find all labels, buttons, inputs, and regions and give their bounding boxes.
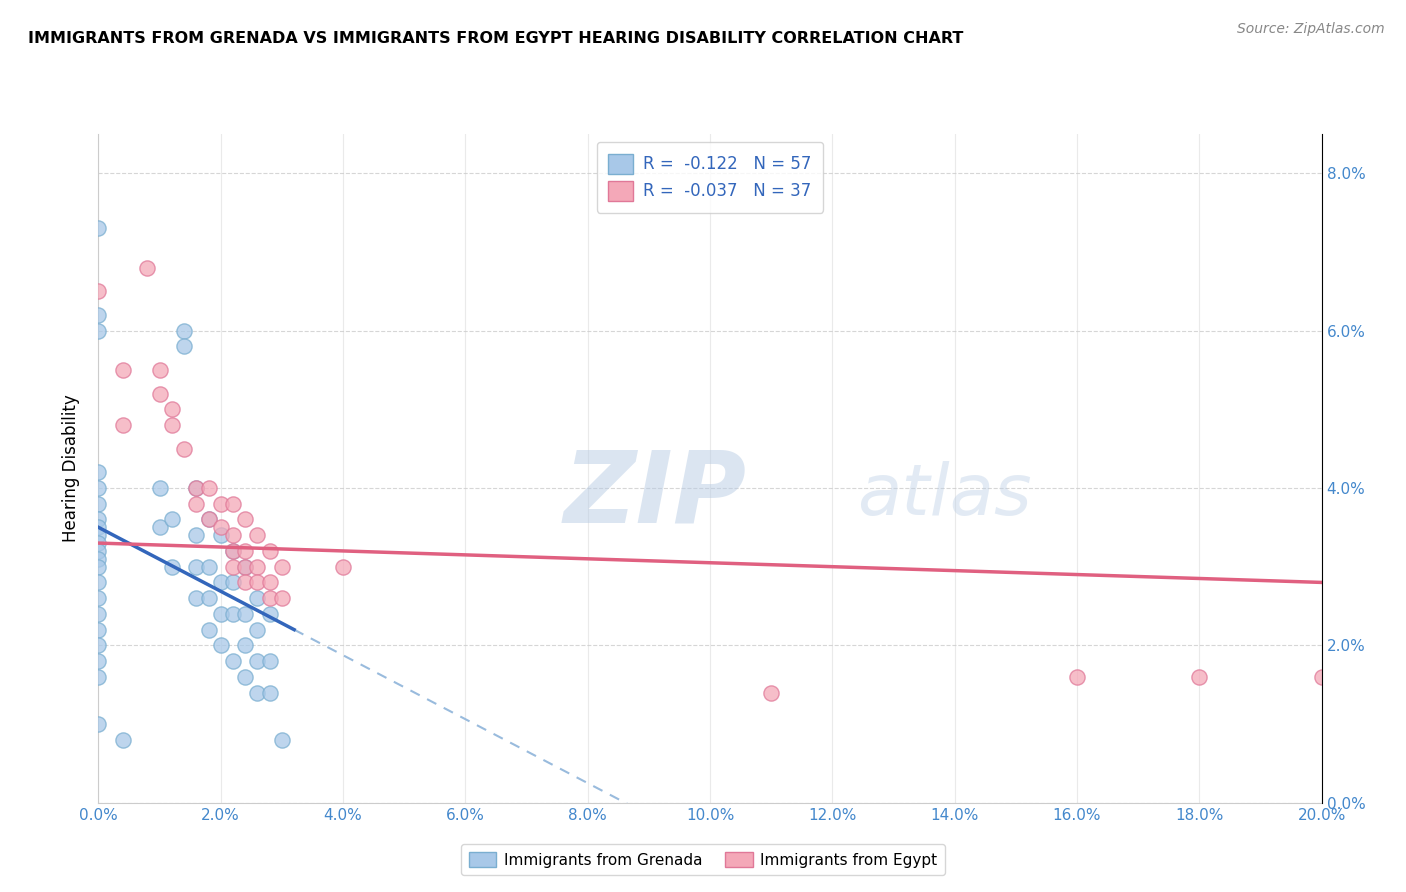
Point xyxy=(87,639,110,653)
Point xyxy=(173,324,195,338)
Point xyxy=(209,575,232,590)
Point xyxy=(270,732,292,747)
Text: atlas: atlas xyxy=(856,460,1032,530)
Point xyxy=(233,544,256,558)
Point xyxy=(186,481,208,495)
Point xyxy=(209,497,232,511)
Point xyxy=(87,623,110,637)
Point xyxy=(1188,670,1211,684)
Point xyxy=(160,417,183,432)
Point xyxy=(87,551,110,566)
Point xyxy=(246,654,269,668)
Point xyxy=(259,685,281,699)
Point xyxy=(87,607,110,621)
Point xyxy=(246,559,269,574)
Point xyxy=(270,591,292,606)
Point xyxy=(222,559,245,574)
Point xyxy=(87,221,110,235)
Point xyxy=(111,732,134,747)
Text: Source: ZipAtlas.com: Source: ZipAtlas.com xyxy=(1237,22,1385,37)
Point xyxy=(136,260,159,275)
Point xyxy=(87,481,110,495)
Point xyxy=(233,559,256,574)
Point xyxy=(246,591,269,606)
Point xyxy=(209,607,232,621)
Point xyxy=(186,481,208,495)
Point xyxy=(87,465,110,479)
Point xyxy=(111,417,134,432)
Point xyxy=(259,607,281,621)
Point xyxy=(87,559,110,574)
Point xyxy=(186,497,208,511)
Point xyxy=(259,575,281,590)
Point xyxy=(87,497,110,511)
Point xyxy=(233,559,256,574)
Point xyxy=(87,591,110,606)
Point xyxy=(149,363,172,377)
Point xyxy=(332,559,354,574)
Point xyxy=(246,623,269,637)
Text: ZIP: ZIP xyxy=(564,447,747,543)
Point xyxy=(233,670,256,684)
Point xyxy=(222,654,245,668)
Point xyxy=(87,284,110,298)
Point xyxy=(87,536,110,550)
Point xyxy=(270,559,292,574)
Point xyxy=(222,544,245,558)
Point xyxy=(186,528,208,542)
Point xyxy=(87,520,110,534)
Point xyxy=(197,623,219,637)
Point xyxy=(246,575,269,590)
Point xyxy=(759,685,782,699)
Point xyxy=(160,402,183,417)
Point xyxy=(197,481,219,495)
Point xyxy=(87,654,110,668)
Point xyxy=(222,497,245,511)
Point xyxy=(209,520,232,534)
Point xyxy=(197,559,219,574)
Point xyxy=(246,685,269,699)
Point xyxy=(259,544,281,558)
Point xyxy=(209,639,232,653)
Point xyxy=(1066,670,1088,684)
Point xyxy=(222,575,245,590)
Point xyxy=(233,512,256,526)
Point xyxy=(259,591,281,606)
Point xyxy=(259,654,281,668)
Point xyxy=(233,575,256,590)
Point xyxy=(111,363,134,377)
Point xyxy=(149,481,172,495)
Point xyxy=(87,528,110,542)
Point xyxy=(87,308,110,322)
Point xyxy=(222,607,245,621)
Point xyxy=(222,544,245,558)
Point xyxy=(160,512,183,526)
Point xyxy=(186,591,208,606)
Point xyxy=(87,512,110,526)
Point xyxy=(87,717,110,731)
Point xyxy=(233,607,256,621)
Point xyxy=(87,324,110,338)
Point xyxy=(222,528,245,542)
Legend: Immigrants from Grenada, Immigrants from Egypt: Immigrants from Grenada, Immigrants from… xyxy=(461,844,945,875)
Point xyxy=(160,559,183,574)
Point xyxy=(173,442,195,456)
Text: IMMIGRANTS FROM GRENADA VS IMMIGRANTS FROM EGYPT HEARING DISABILITY CORRELATION : IMMIGRANTS FROM GRENADA VS IMMIGRANTS FR… xyxy=(28,31,963,46)
Point xyxy=(149,520,172,534)
Point xyxy=(186,559,208,574)
Point xyxy=(87,575,110,590)
Point xyxy=(197,591,219,606)
Point xyxy=(197,512,219,526)
Point xyxy=(87,544,110,558)
Point xyxy=(87,670,110,684)
Legend: R =  -0.122   N = 57, R =  -0.037   N = 37: R = -0.122 N = 57, R = -0.037 N = 37 xyxy=(596,142,824,213)
Point xyxy=(149,386,172,401)
Y-axis label: Hearing Disability: Hearing Disability xyxy=(62,394,80,542)
Point xyxy=(209,528,232,542)
Point xyxy=(1310,670,1333,684)
Point xyxy=(233,639,256,653)
Point xyxy=(246,528,269,542)
Point xyxy=(197,512,219,526)
Point xyxy=(173,339,195,353)
